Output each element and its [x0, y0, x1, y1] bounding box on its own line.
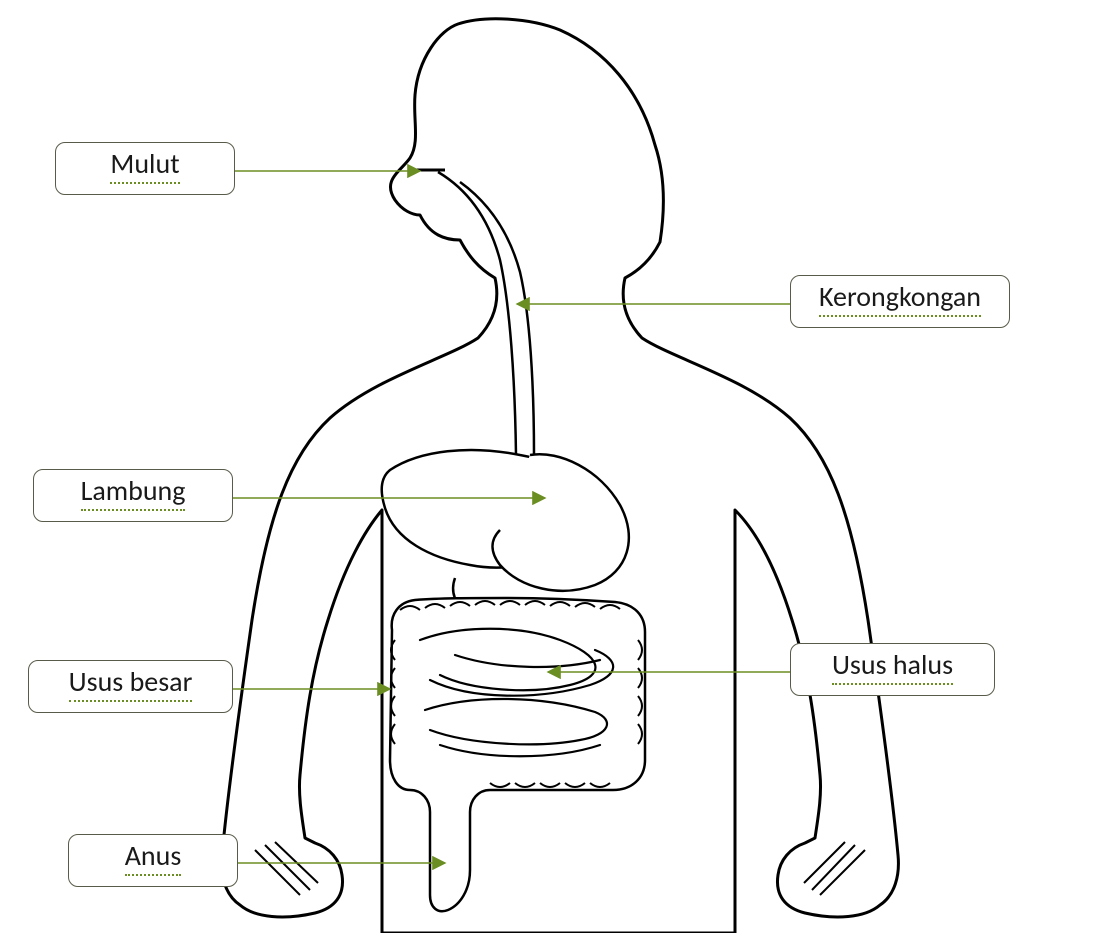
body-outline: [222, 19, 899, 933]
label-kerongkongan-text: Kerongkongan: [819, 282, 981, 317]
label-usus-besar-text: Usus besar: [69, 667, 193, 702]
label-anus-text: Anus: [125, 841, 182, 876]
label-kerongkongan: Kerongkongan: [790, 275, 1010, 328]
label-usus-halus-text: Usus halus: [832, 650, 953, 685]
left-hand-lines: [255, 842, 318, 895]
colon-bumps: [391, 601, 642, 787]
stomach-outline: [493, 454, 629, 591]
label-usus-besar: Usus besar: [28, 660, 233, 713]
diagram-stage: Mulut Kerongkongan Lambung Usus besar Us…: [0, 0, 1114, 933]
label-lambung-text: Lambung: [81, 476, 186, 511]
large-intestine-outline: [390, 598, 645, 911]
liver-outline: [382, 450, 591, 568]
label-mulut-text: Mulut: [110, 149, 179, 184]
label-lambung: Lambung: [33, 469, 233, 522]
anatomy-svg: [0, 0, 1114, 933]
esophagus-outline: [438, 172, 534, 455]
small-intestine-outline: [420, 629, 613, 757]
leader-arrows: [233, 171, 790, 863]
label-anus: Anus: [68, 834, 238, 887]
label-mulut: Mulut: [55, 142, 235, 195]
label-usus-halus: Usus halus: [790, 643, 995, 696]
duodenum-outline: [453, 578, 502, 615]
right-hand-lines: [804, 842, 865, 895]
